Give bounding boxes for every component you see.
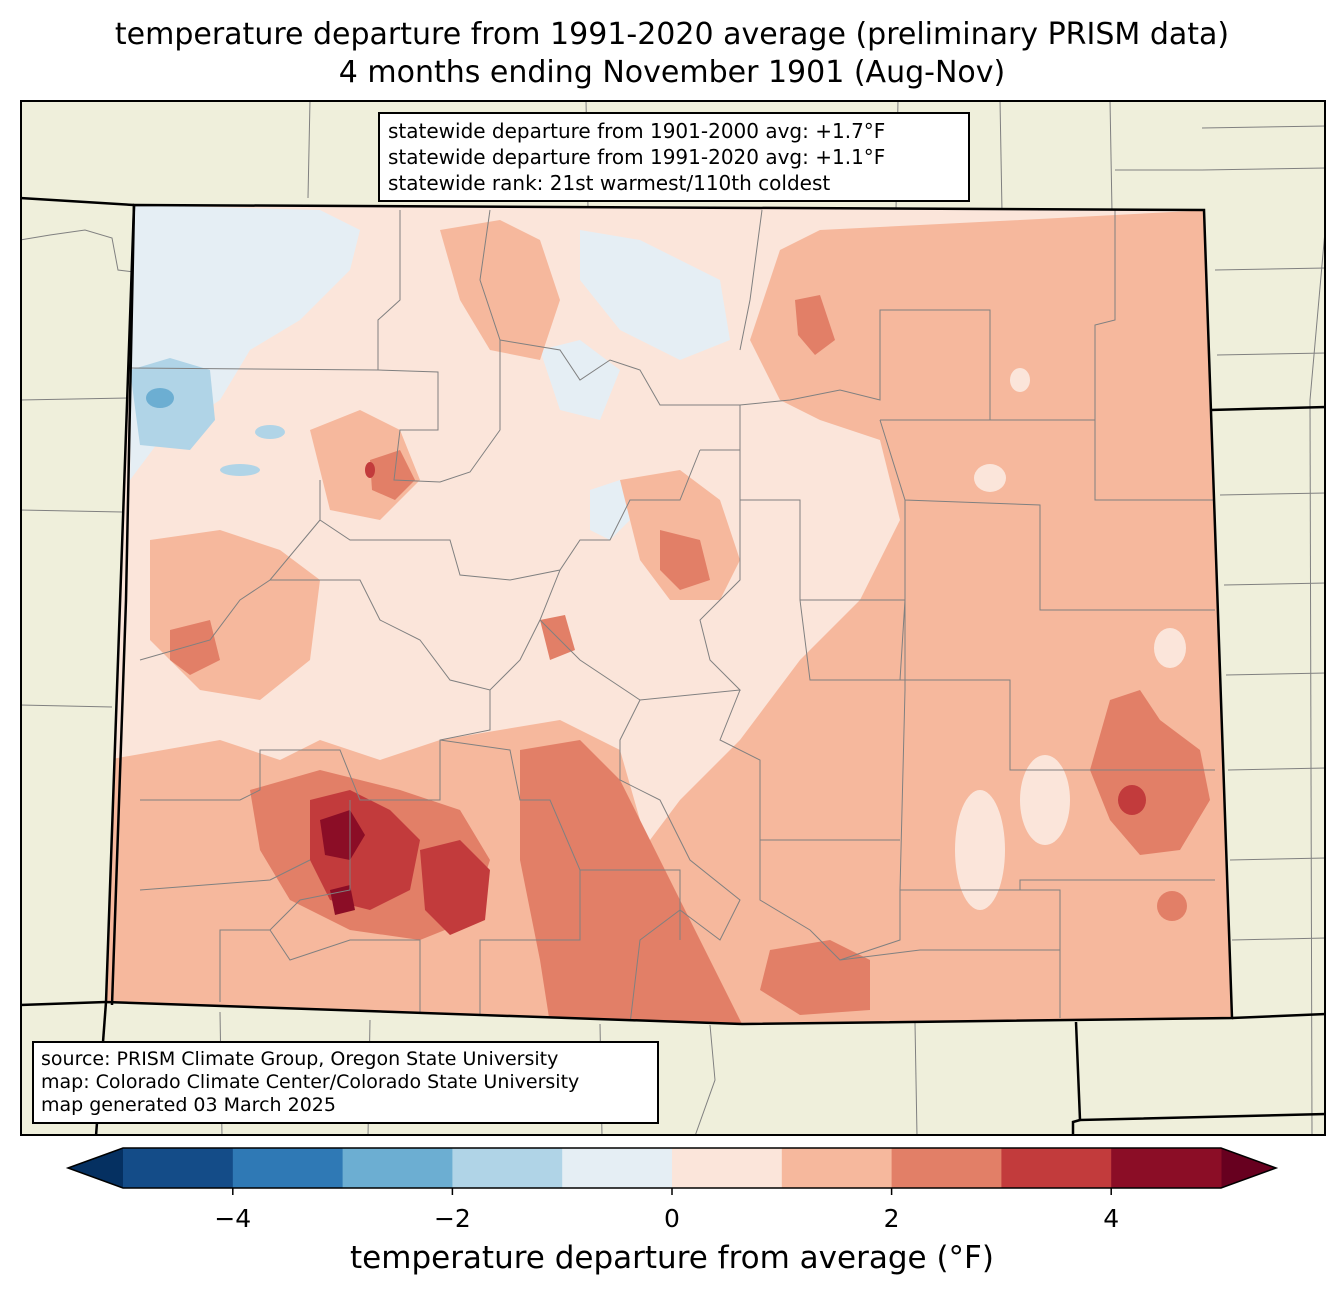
colorbar-over-arrow xyxy=(1221,1148,1276,1188)
colorbar-tick-label: 2 xyxy=(883,1204,900,1233)
colorado-map xyxy=(20,100,1326,1136)
map-title-line2: 4 months ending November 1901 (Aug-Nov) xyxy=(338,55,1006,90)
map-frame xyxy=(20,100,1326,1136)
colorbar-segment xyxy=(672,1148,783,1188)
stats-line-1901-2000: statewide departure from 1901-2000 avg: … xyxy=(388,119,886,143)
colorbar-segment xyxy=(123,1148,234,1188)
colorbar-tick-label: −2 xyxy=(433,1204,471,1233)
map-title-line1: temperature departure from 1991-2020 ave… xyxy=(114,17,1230,52)
statewide-stats-box: statewide departure from 1901-2000 avg: … xyxy=(378,112,970,202)
colorbar-tick-label: 0 xyxy=(664,1204,680,1233)
colorbar-under-arrow xyxy=(68,1148,123,1188)
colorbar-segment xyxy=(342,1148,453,1188)
colorbar-outline xyxy=(65,1147,1279,1189)
colorbar xyxy=(65,1147,1279,1195)
colorbar-segment xyxy=(781,1148,893,1188)
colorbar-segment xyxy=(891,1148,1002,1188)
stats-line-rank: statewide rank: 21st warmest/110th colde… xyxy=(388,171,831,195)
source-credits-box: source: PRISM Climate Group, Oregon Stat… xyxy=(32,1041,659,1124)
colorbar-segment xyxy=(1111,1148,1222,1188)
source-line: source: PRISM Climate Group, Oregon Stat… xyxy=(41,1048,559,1070)
colorado-county-lines xyxy=(129,209,1215,1024)
stats-line-1991-2020: statewide departure from 1991-2020 avg: … xyxy=(388,145,886,169)
map-credit-line: map: Colorado Climate Center/Colorado St… xyxy=(41,1071,580,1093)
colorado-border xyxy=(104,203,1234,1026)
colorbar-label: temperature departure from average (°F) xyxy=(350,1240,994,1276)
colorbar-segment xyxy=(452,1148,563,1188)
colorbar-segment xyxy=(1001,1148,1112,1188)
colorbar-tick-label: −4 xyxy=(214,1204,252,1233)
generated-date-line: map generated 03 March 2025 xyxy=(41,1094,336,1116)
colorbar-segment xyxy=(562,1148,673,1188)
colorbar-tick-label: 4 xyxy=(1103,1204,1120,1233)
colorbar-segment xyxy=(232,1148,344,1188)
